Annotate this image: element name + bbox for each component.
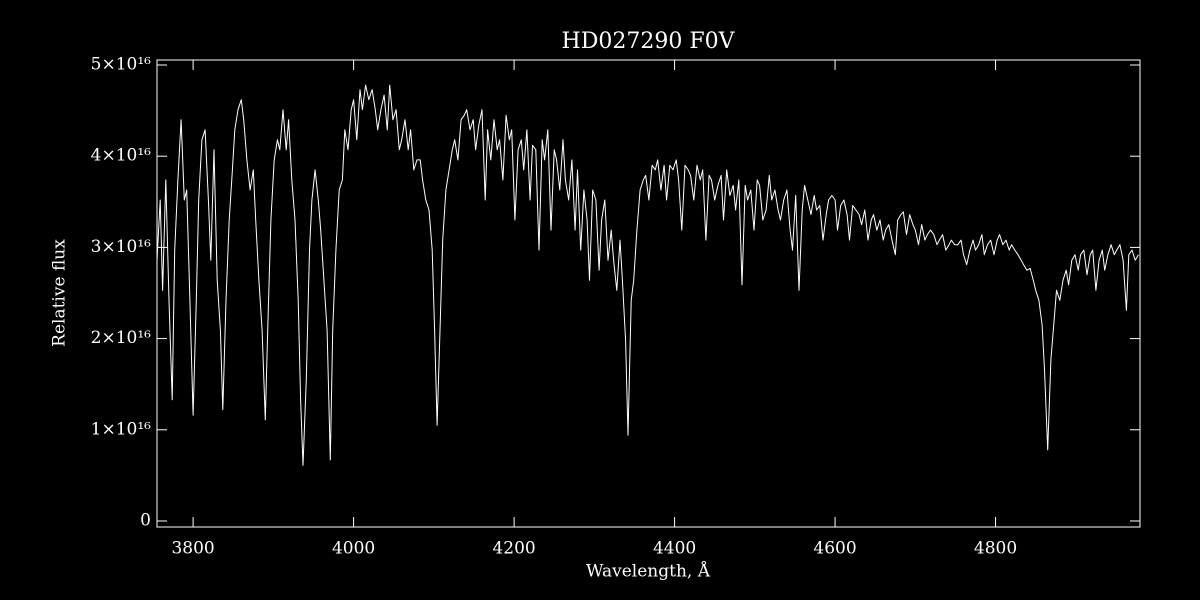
y-tick-label: 3×10¹⁶: [91, 237, 152, 257]
y-tick-label: 2×10¹⁶: [91, 328, 152, 348]
x-tick-label: 4600: [813, 539, 856, 559]
y-tick-label: 1×10¹⁶: [91, 419, 152, 439]
chart-title: HD027290 F0V: [562, 29, 736, 54]
x-axis-label: Wavelength, Å: [586, 561, 711, 582]
y-tick-label: 0: [140, 510, 151, 530]
spectrum-line: [156, 84, 1139, 466]
x-tick-label: 4800: [974, 539, 1017, 559]
y-tick-label: 4×10¹⁶: [91, 146, 152, 166]
y-tick-label: 5×10¹⁶: [91, 55, 152, 75]
x-tick-label: 4000: [332, 539, 375, 559]
y-axis-label: Relative flux: [50, 239, 70, 347]
plot-frame: [156, 59, 1141, 528]
x-tick-label: 4400: [653, 539, 696, 559]
x-tick-label: 3800: [171, 539, 214, 559]
x-tick-label: 4200: [492, 539, 535, 559]
